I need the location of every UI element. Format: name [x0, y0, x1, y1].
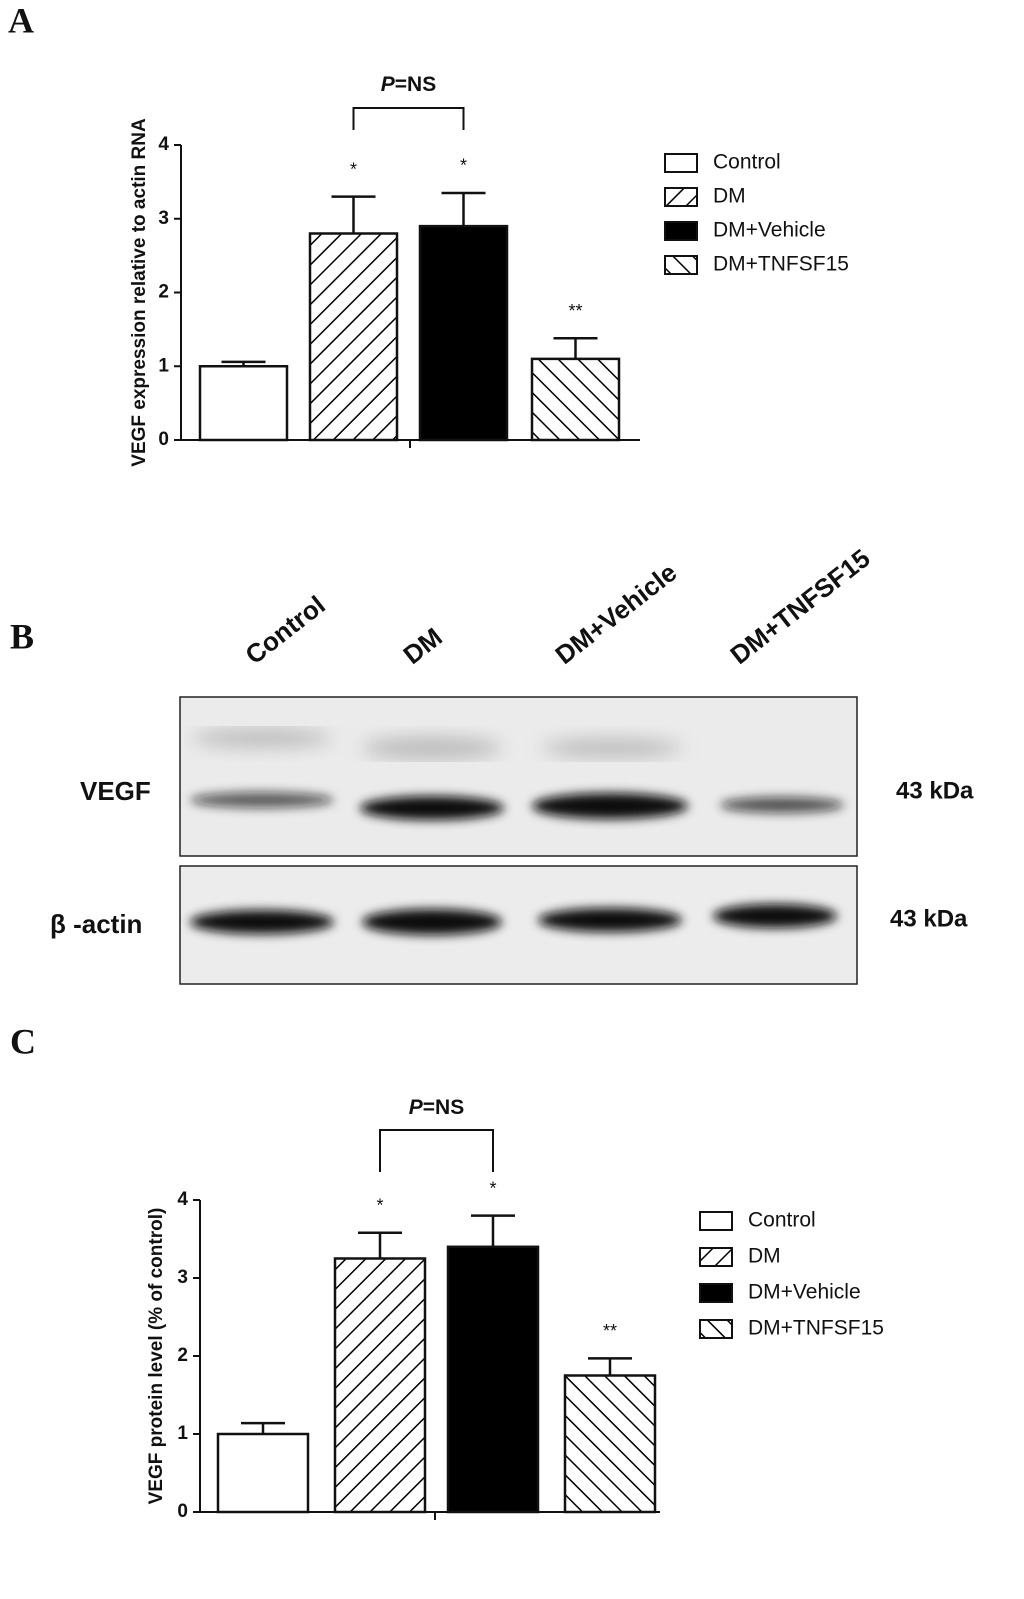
y-tick-label: 2 [158, 282, 169, 303]
y-axis-label: VEGF expression relative to actin RNA [129, 118, 150, 467]
y-tick-label: 1 [158, 355, 169, 376]
legend-label: DM [748, 1245, 781, 1268]
legend-label: DM+TNFSF15 [713, 253, 849, 276]
size-label: 43 kDa [896, 777, 974, 804]
legend-swatch [664, 153, 698, 173]
bracket-label: P=NS [409, 1096, 464, 1119]
bar [333, 1257, 427, 1514]
blot [179, 696, 858, 985]
y-tick-label: 4 [177, 1189, 188, 1210]
legend-label: Control [748, 1209, 816, 1232]
legend-swatch [699, 1283, 733, 1303]
bar [530, 357, 621, 442]
legend-swatch [699, 1247, 733, 1267]
legend-label: DM+Vehicle [748, 1281, 861, 1304]
y-tick-label: 4 [158, 134, 169, 155]
y-tick-label: 0 [158, 429, 169, 450]
bracket [352, 107, 465, 130]
size-label: 43 kDa [890, 905, 968, 932]
bar [563, 1374, 657, 1514]
bar [198, 365, 289, 442]
panel-label: B [10, 616, 34, 656]
bar [418, 224, 509, 442]
legend-swatch [664, 221, 698, 241]
significance-mark: * [489, 1178, 496, 1198]
lane-label: DM+Vehicle [549, 557, 682, 670]
y-axis-label: VEGF protein level (% of control) [146, 1208, 167, 1505]
significance-mark: * [376, 1196, 383, 1216]
y-tick-label: 3 [158, 208, 169, 229]
legend-label: DM [713, 185, 746, 208]
lane-label: DM+TNFSF15 [724, 543, 875, 670]
panel-label: A [8, 0, 34, 40]
bracket [379, 1129, 494, 1172]
significance-mark: ** [603, 1321, 617, 1341]
legend-swatch [699, 1319, 733, 1339]
y-tick-label: 0 [177, 1501, 188, 1522]
y-tick-label: 2 [177, 1345, 188, 1366]
bar [216, 1432, 310, 1514]
lane-label: DM [397, 622, 447, 671]
row-label: VEGF [80, 776, 151, 806]
significance-mark: * [350, 159, 357, 179]
bracket-label: P=NS [381, 73, 436, 96]
bar [308, 232, 399, 442]
y-tick-label: 3 [177, 1267, 188, 1288]
legend-swatch [664, 187, 698, 207]
legend-label: Control [713, 151, 781, 174]
bar [446, 1245, 540, 1514]
legend-swatch [699, 1211, 733, 1231]
panel-label: C [10, 1021, 36, 1061]
significance-mark: ** [568, 301, 582, 321]
y-tick-label: 1 [177, 1423, 188, 1444]
lane-label: Control [239, 590, 330, 671]
significance-mark: * [460, 156, 467, 176]
row-label: β -actin [50, 909, 142, 939]
legend-swatch [664, 255, 698, 275]
legend-label: DM+TNFSF15 [748, 1317, 884, 1340]
legend-label: DM+Vehicle [713, 219, 826, 242]
